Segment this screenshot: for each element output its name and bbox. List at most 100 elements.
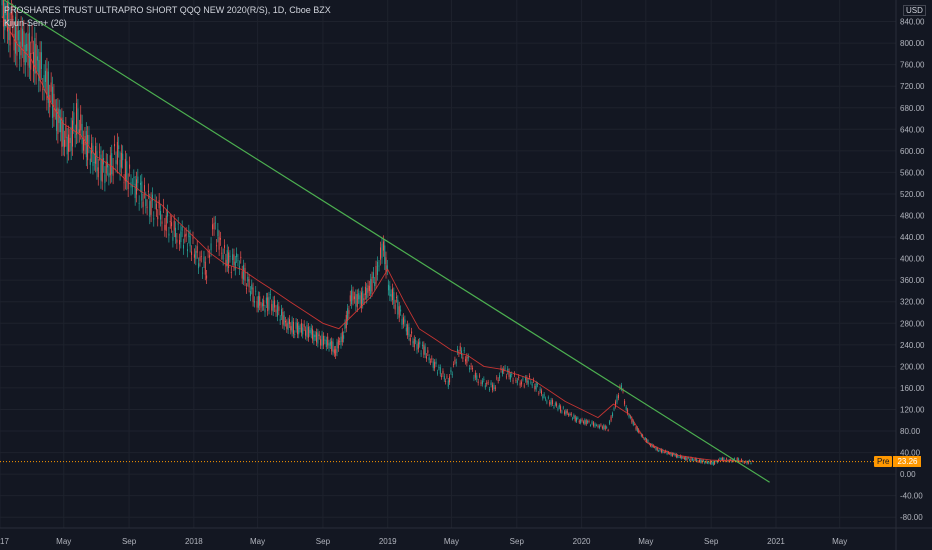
price-candle [483, 378, 485, 380]
kijun-line [1, 15, 744, 462]
price-candle [655, 447, 657, 450]
price-candle [171, 222, 173, 227]
price-candle [195, 250, 197, 260]
price-candle [480, 382, 482, 384]
price-candle [256, 301, 258, 308]
price-candle [474, 372, 476, 378]
price-candle [17, 30, 19, 41]
price-candle [706, 461, 708, 464]
x-tick-label: May [250, 537, 265, 546]
price-candle [15, 16, 17, 54]
price-candle [543, 394, 545, 397]
price-candle [490, 382, 492, 385]
price-candle [157, 216, 159, 220]
price-candle [525, 377, 527, 381]
price-candle [600, 424, 602, 426]
price-candle [553, 406, 555, 408]
price-candle [686, 457, 688, 461]
price-candle [19, 41, 21, 60]
price-candle [739, 461, 741, 463]
price-candle [288, 319, 290, 325]
price-candle [470, 365, 472, 367]
price-candle [68, 134, 70, 152]
price-candle [313, 334, 315, 342]
price-candle [556, 403, 558, 406]
price-candle [379, 247, 381, 260]
price-candle [305, 330, 307, 336]
price-candle [666, 451, 668, 455]
price-candle [632, 420, 634, 425]
price-candle [307, 326, 309, 338]
price-candle [705, 461, 707, 463]
price-candle [610, 416, 612, 421]
price-candle [515, 380, 517, 381]
currency-badge[interactable]: USD [903, 5, 926, 16]
price-candle [395, 296, 397, 299]
price-tag-label: Pre [874, 456, 893, 468]
price-candle [738, 458, 740, 461]
price-candle [150, 199, 152, 215]
price-candle [700, 459, 702, 463]
price-candle [374, 282, 376, 287]
price-candle [669, 453, 671, 454]
price-candle [39, 52, 41, 81]
price-candle [118, 145, 120, 149]
price-candle [207, 251, 209, 253]
price-candle [127, 181, 129, 189]
price-candle [46, 68, 48, 101]
price-candle [209, 255, 211, 258]
price-candle [219, 238, 221, 240]
price-candle [566, 410, 568, 414]
price-candle [501, 370, 503, 374]
price-candle [359, 295, 361, 304]
symbol-title[interactable]: PROSHARES TRUST ULTRAPRO SHORT QQQ NEW 2… [4, 5, 331, 15]
y-tick-label: -80.00 [900, 513, 923, 522]
price-candle [2, 0, 4, 27]
price-candle [639, 432, 641, 434]
price-candle [385, 257, 387, 273]
price-candle [732, 459, 734, 462]
price-candle [71, 120, 73, 147]
price-candle [202, 272, 204, 274]
price-candle [317, 332, 319, 344]
price-candle [568, 414, 570, 416]
price-candle [158, 200, 160, 209]
x-tick-label: 2018 [185, 537, 203, 546]
price-candle [424, 346, 426, 355]
price-candle [145, 199, 147, 207]
price-candle [341, 331, 343, 342]
price-candle [625, 406, 627, 410]
price-candle [230, 272, 232, 273]
x-tick-label: May [56, 537, 71, 546]
price-candle [572, 418, 574, 420]
price-candle [574, 416, 576, 421]
indicator-label[interactable]: Kijun-Sen+ (26) [4, 18, 67, 28]
price-candle [441, 375, 443, 378]
price-candle [419, 341, 421, 345]
price-candle [295, 322, 297, 329]
price-candle [747, 461, 749, 464]
price-candle [413, 338, 415, 348]
price-candle [677, 454, 679, 458]
price-candle [199, 257, 201, 261]
x-tick-label: 2019 [379, 537, 397, 546]
price-candle [722, 457, 724, 461]
price-candle [635, 427, 637, 430]
price-candle [736, 457, 738, 462]
price-candle [154, 201, 156, 203]
y-tick-label: 80.00 [900, 427, 921, 436]
price-candle [327, 336, 329, 346]
price-candle [698, 459, 700, 462]
price-candle [397, 299, 399, 315]
price-candle [133, 177, 135, 179]
x-tick-label: May [832, 537, 847, 546]
price-candle [511, 374, 513, 375]
price-candle [681, 456, 683, 459]
price-candle [439, 367, 441, 374]
y-tick-label: 280.00 [900, 319, 925, 328]
price-candle [547, 397, 549, 399]
price-candle [225, 259, 227, 267]
price-candle [576, 417, 578, 422]
